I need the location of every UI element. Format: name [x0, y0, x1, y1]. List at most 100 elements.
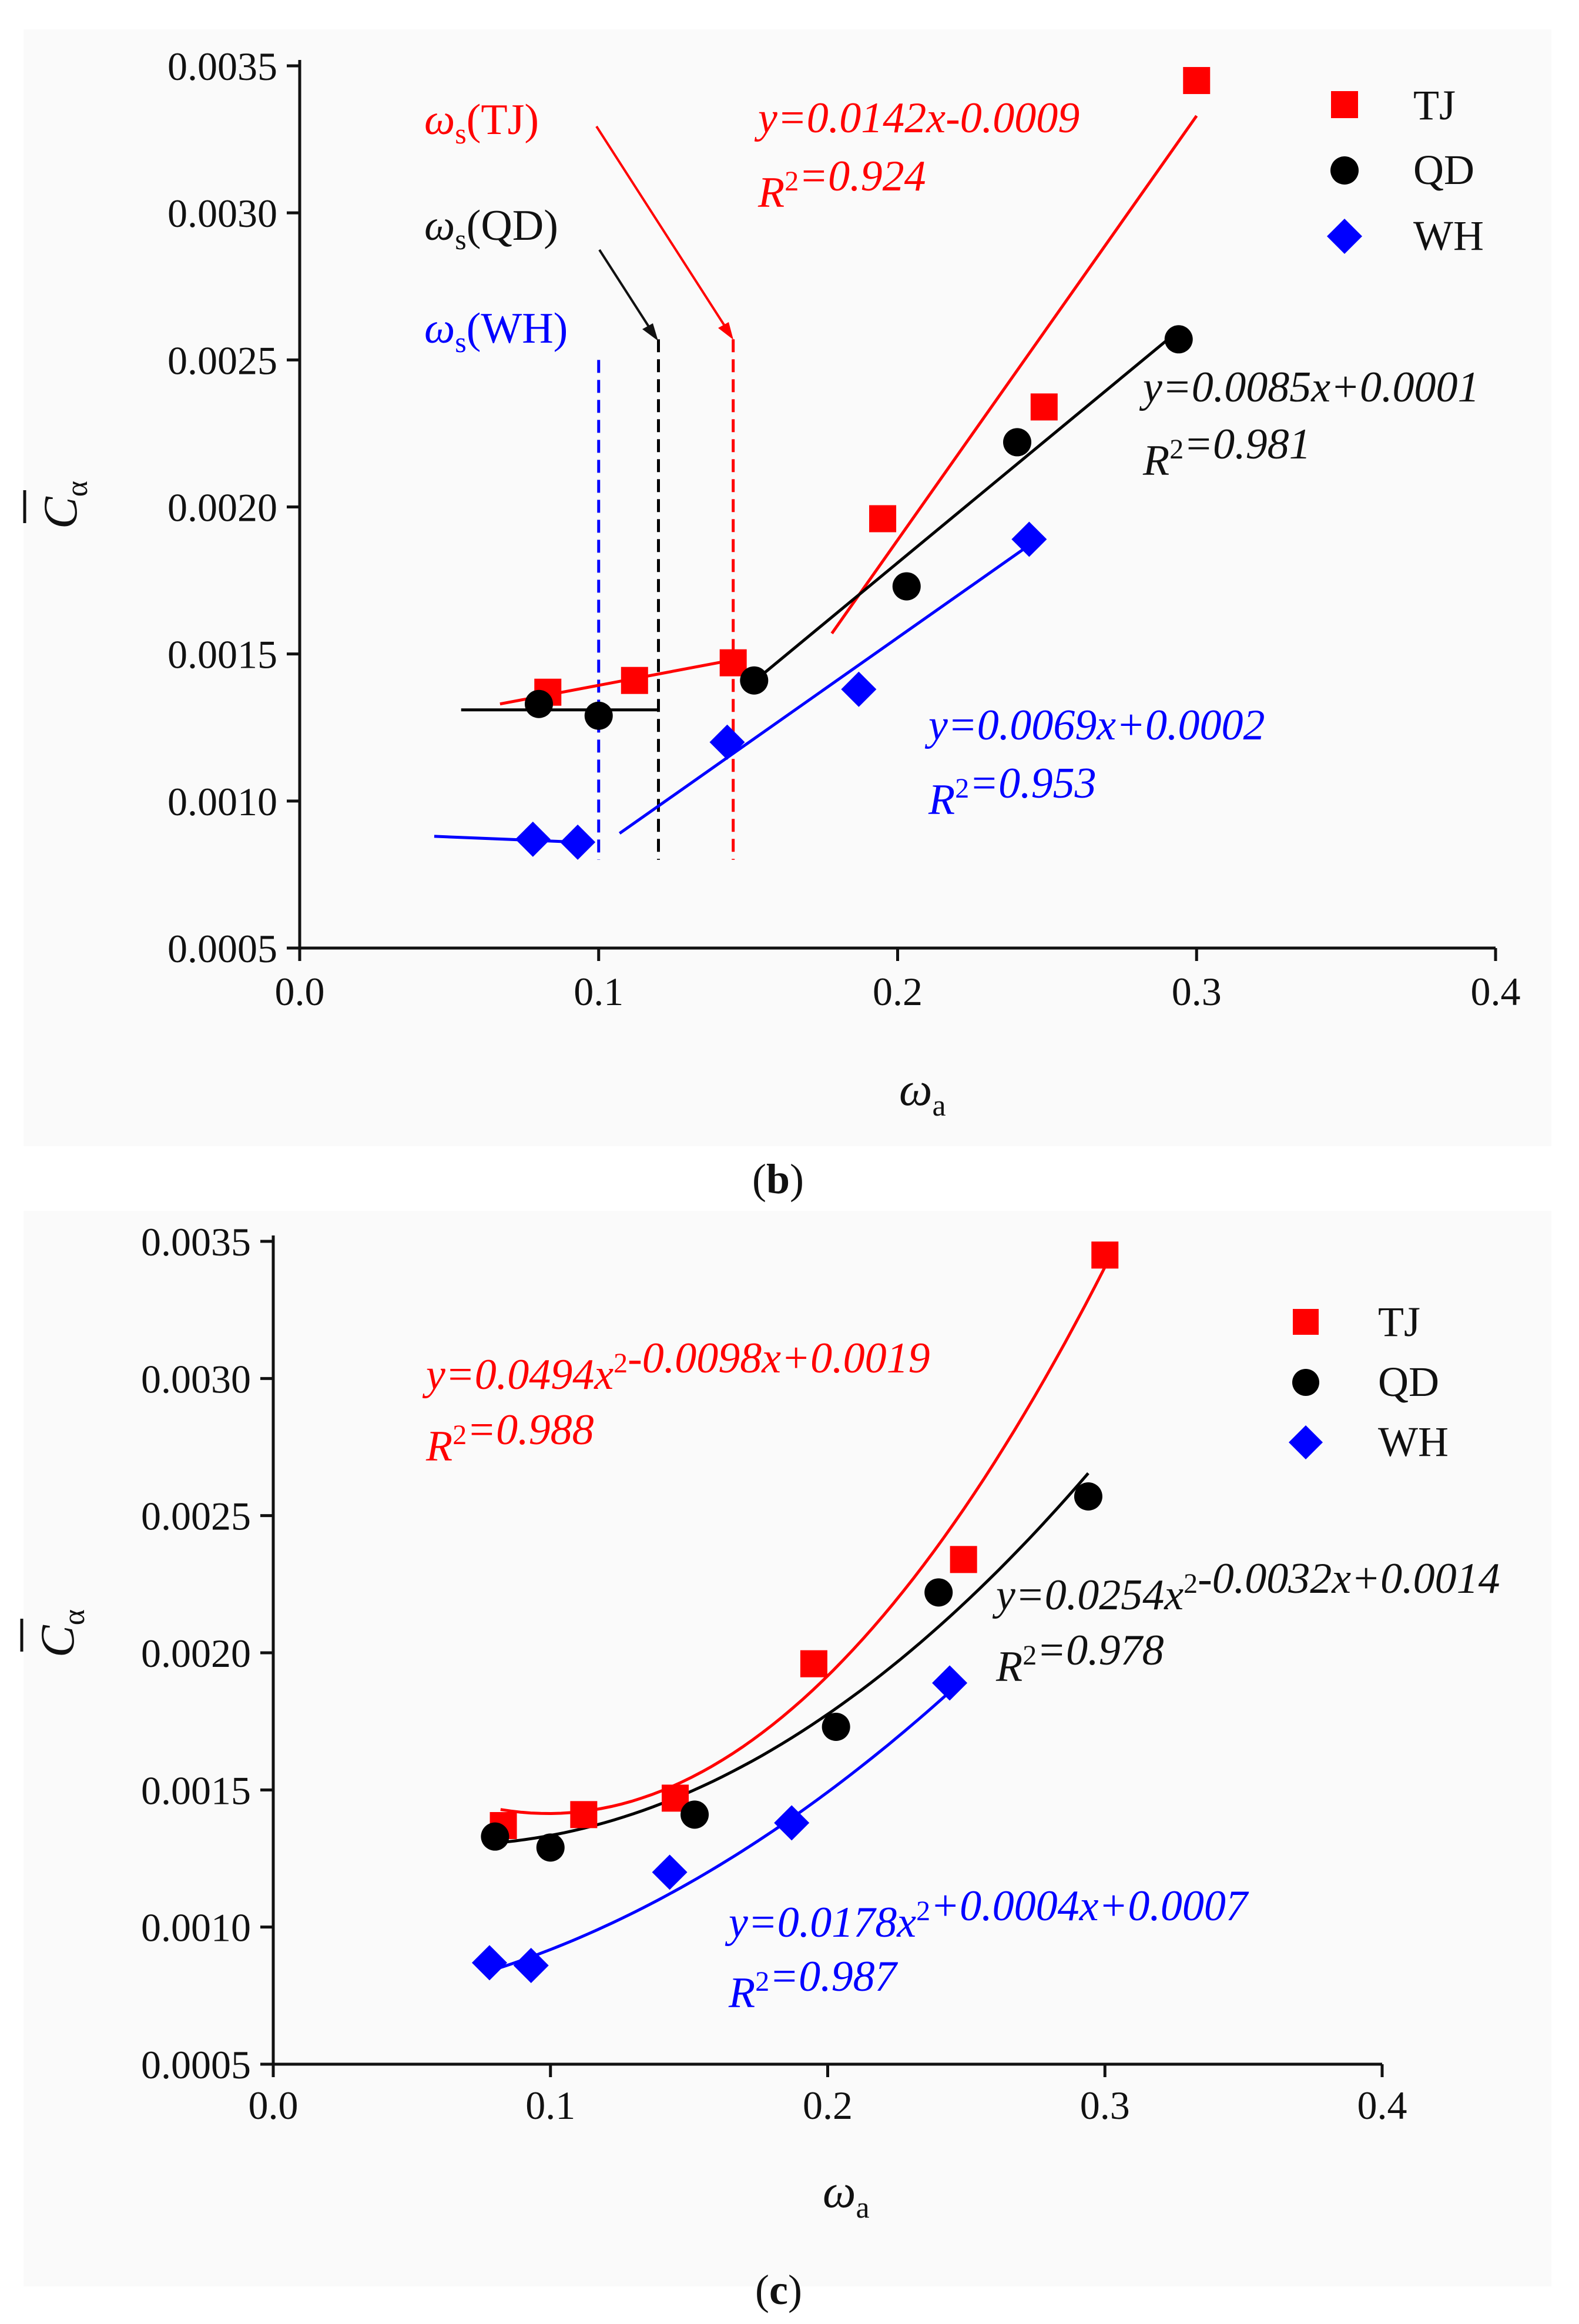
p0-x-tick-label-0: 0.0: [275, 969, 325, 1014]
p0-tj-point-3: [869, 505, 897, 533]
p1-wh-point-0: [471, 1945, 507, 1981]
equation-c-qd: y=0.0254x2-0.0032x+0.0014: [992, 1555, 1500, 1619]
panel-c-x-axis-title: ωa: [823, 2166, 870, 2225]
p0-tj-point-1: [621, 667, 648, 694]
arrow-tj-head: [718, 322, 733, 340]
equation-wh: y=0.0069x+0.0002: [924, 701, 1265, 749]
p1-qd-point-4: [924, 1578, 953, 1607]
p0-tj-point-5: [1183, 67, 1211, 95]
legend-c-marker-tj: [1293, 1309, 1319, 1335]
p0-qd-point-2: [740, 666, 769, 695]
equation-qd: y=0.0085x+0.0001: [1139, 363, 1480, 411]
arrow-qd-head: [642, 323, 658, 341]
r2-wh: R2=0.953: [928, 759, 1097, 824]
p0-y-tick-label-5: 0.0030: [167, 191, 277, 236]
legend-c-label-wh: WH: [1378, 1418, 1449, 1465]
p0-fit-line-4: [434, 835, 578, 844]
legend-c-marker-qd: [1292, 1369, 1319, 1396]
panel-b: 0.00050.00100.00150.00200.00250.00300.00…: [23, 29, 1551, 1203]
caption-c: (c): [755, 2266, 802, 2313]
p1-tj-point-5: [1091, 1241, 1119, 1269]
p1-y-tick-label-4: 0.0025: [141, 1494, 251, 1539]
p1-y-tick-label-0: 0.0005: [141, 2042, 251, 2087]
r2-c-tj: R2=0.988: [425, 1406, 594, 1471]
p1-qd-point-2: [680, 1800, 709, 1829]
p1-tj-point-3: [800, 1650, 827, 1677]
p1-tj-point-1: [570, 1801, 598, 1829]
equation-tj: y=0.0142x-0.0009: [754, 94, 1080, 142]
p0-fit-line-3: [747, 329, 1180, 688]
p1-y-tick-label-5: 0.0030: [141, 1357, 251, 1401]
p1-wh-point-4: [932, 1665, 968, 1701]
r2-tj: R2=0.924: [757, 152, 926, 217]
p1-qd-point-3: [822, 1713, 850, 1741]
p1-qd-point-0: [481, 1822, 509, 1851]
svg-text:Cα: Cα: [31, 1609, 91, 1657]
panel-c: 0.00050.00100.00150.00200.00250.00300.00…: [20, 1211, 1551, 2313]
p1-y-tick-label-1: 0.0010: [141, 1906, 251, 1950]
legend-label-wh: WH: [1413, 212, 1484, 259]
panel-c-legend: TJ QD WH: [1289, 1298, 1449, 1465]
p0-qd-point-3: [892, 572, 921, 601]
p0-y-tick-label-6: 0.0035: [167, 44, 277, 89]
panel-b-y-axis-title: Cα: [23, 481, 94, 529]
p1-fit-curve-0: [500, 1266, 1107, 1816]
p0-qd-point-5: [1164, 325, 1193, 354]
legend-marker-wh: [1327, 219, 1362, 254]
p1-x-tick-label-0: 0.0: [249, 2083, 299, 2128]
r2-c-qd: R2=0.978: [995, 1626, 1164, 1691]
p0-y-tick-label-2: 0.0015: [167, 632, 277, 677]
p0-wh-point-1: [560, 824, 596, 860]
p1-x-tick-label-1: 0.1: [525, 2083, 575, 2128]
p0-y-tick-label-4: 0.0025: [167, 338, 277, 383]
panel-c-plot-area: 0.00050.00100.00150.00200.00250.00300.00…: [141, 1220, 1407, 2128]
p0-wh-point-0: [515, 821, 551, 857]
p1-x-tick-label-2: 0.2: [803, 2083, 853, 2128]
caption-b: (b): [752, 1156, 804, 1203]
legend-label-qd: QD: [1413, 146, 1474, 193]
p1-fit-curve-2: [489, 1690, 951, 1973]
p1-wh-point-3: [774, 1805, 810, 1841]
p1-tj-point-4: [950, 1546, 977, 1573]
panel-c-y-axis-title: Cα: [20, 1609, 91, 1657]
legend-c-marker-wh: [1289, 1425, 1323, 1459]
p1-y-tick-label-3: 0.0020: [141, 1631, 251, 1676]
p0-qd-point-0: [525, 689, 553, 718]
p1-qd-point-5: [1074, 1482, 1102, 1511]
p1-x-tick-label-4: 0.4: [1357, 2083, 1407, 2128]
p0-y-tick-label-3: 0.0020: [167, 485, 277, 530]
p0-x-tick-label-2: 0.2: [873, 969, 923, 1014]
p0-fit-line-1: [830, 115, 1198, 635]
arrow-qd: [598, 249, 653, 333]
p0-fit-line-5: [618, 544, 1030, 835]
p0-qd-point-1: [584, 701, 613, 730]
equation-c-tj: y=0.0494x2-0.0098x+0.0019: [422, 1334, 930, 1399]
p0-wh-point-3: [841, 671, 877, 707]
p0-y-tick-label-0: 0.0005: [167, 926, 277, 971]
p1-y-tick-label-2: 0.0015: [141, 1768, 251, 1813]
panel-b-legend: TJ QD WH: [1327, 82, 1484, 259]
panel-b-background: [24, 29, 1551, 1146]
legend-c-label-qd: QD: [1378, 1358, 1439, 1405]
legend-label-tj: TJ: [1413, 82, 1456, 129]
p0-tj-point-4: [1030, 393, 1058, 421]
svg-text:Cα: Cα: [33, 481, 94, 529]
equation-c-wh: y=0.0178x2+0.0004x+0.0007: [725, 1882, 1249, 1947]
p0-tj-point-2: [719, 649, 747, 677]
threshold-label-tj: ωs(TJ): [424, 96, 539, 150]
p0-wh-point-4: [1011, 521, 1047, 557]
panel-b-plot-area: 0.00050.00100.00150.00200.00250.00300.00…: [167, 44, 1521, 1014]
p1-x-tick-label-3: 0.3: [1080, 2083, 1130, 2128]
p1-wh-point-1: [513, 1948, 549, 1983]
p1-qd-point-1: [536, 1833, 565, 1862]
threshold-label-wh: ωs(WH): [424, 304, 568, 359]
legend-marker-tj: [1331, 91, 1358, 118]
p0-x-tick-label-1: 0.1: [574, 969, 623, 1014]
p1-wh-point-2: [652, 1854, 688, 1890]
p1-y-tick-label-6: 0.0035: [141, 1220, 251, 1264]
r2-qd: R2=0.981: [1142, 420, 1311, 485]
legend-c-label-tj: TJ: [1378, 1298, 1420, 1345]
p0-y-tick-label-1: 0.0010: [167, 779, 277, 824]
panel-b-x-axis-title: ωa: [899, 1064, 946, 1123]
